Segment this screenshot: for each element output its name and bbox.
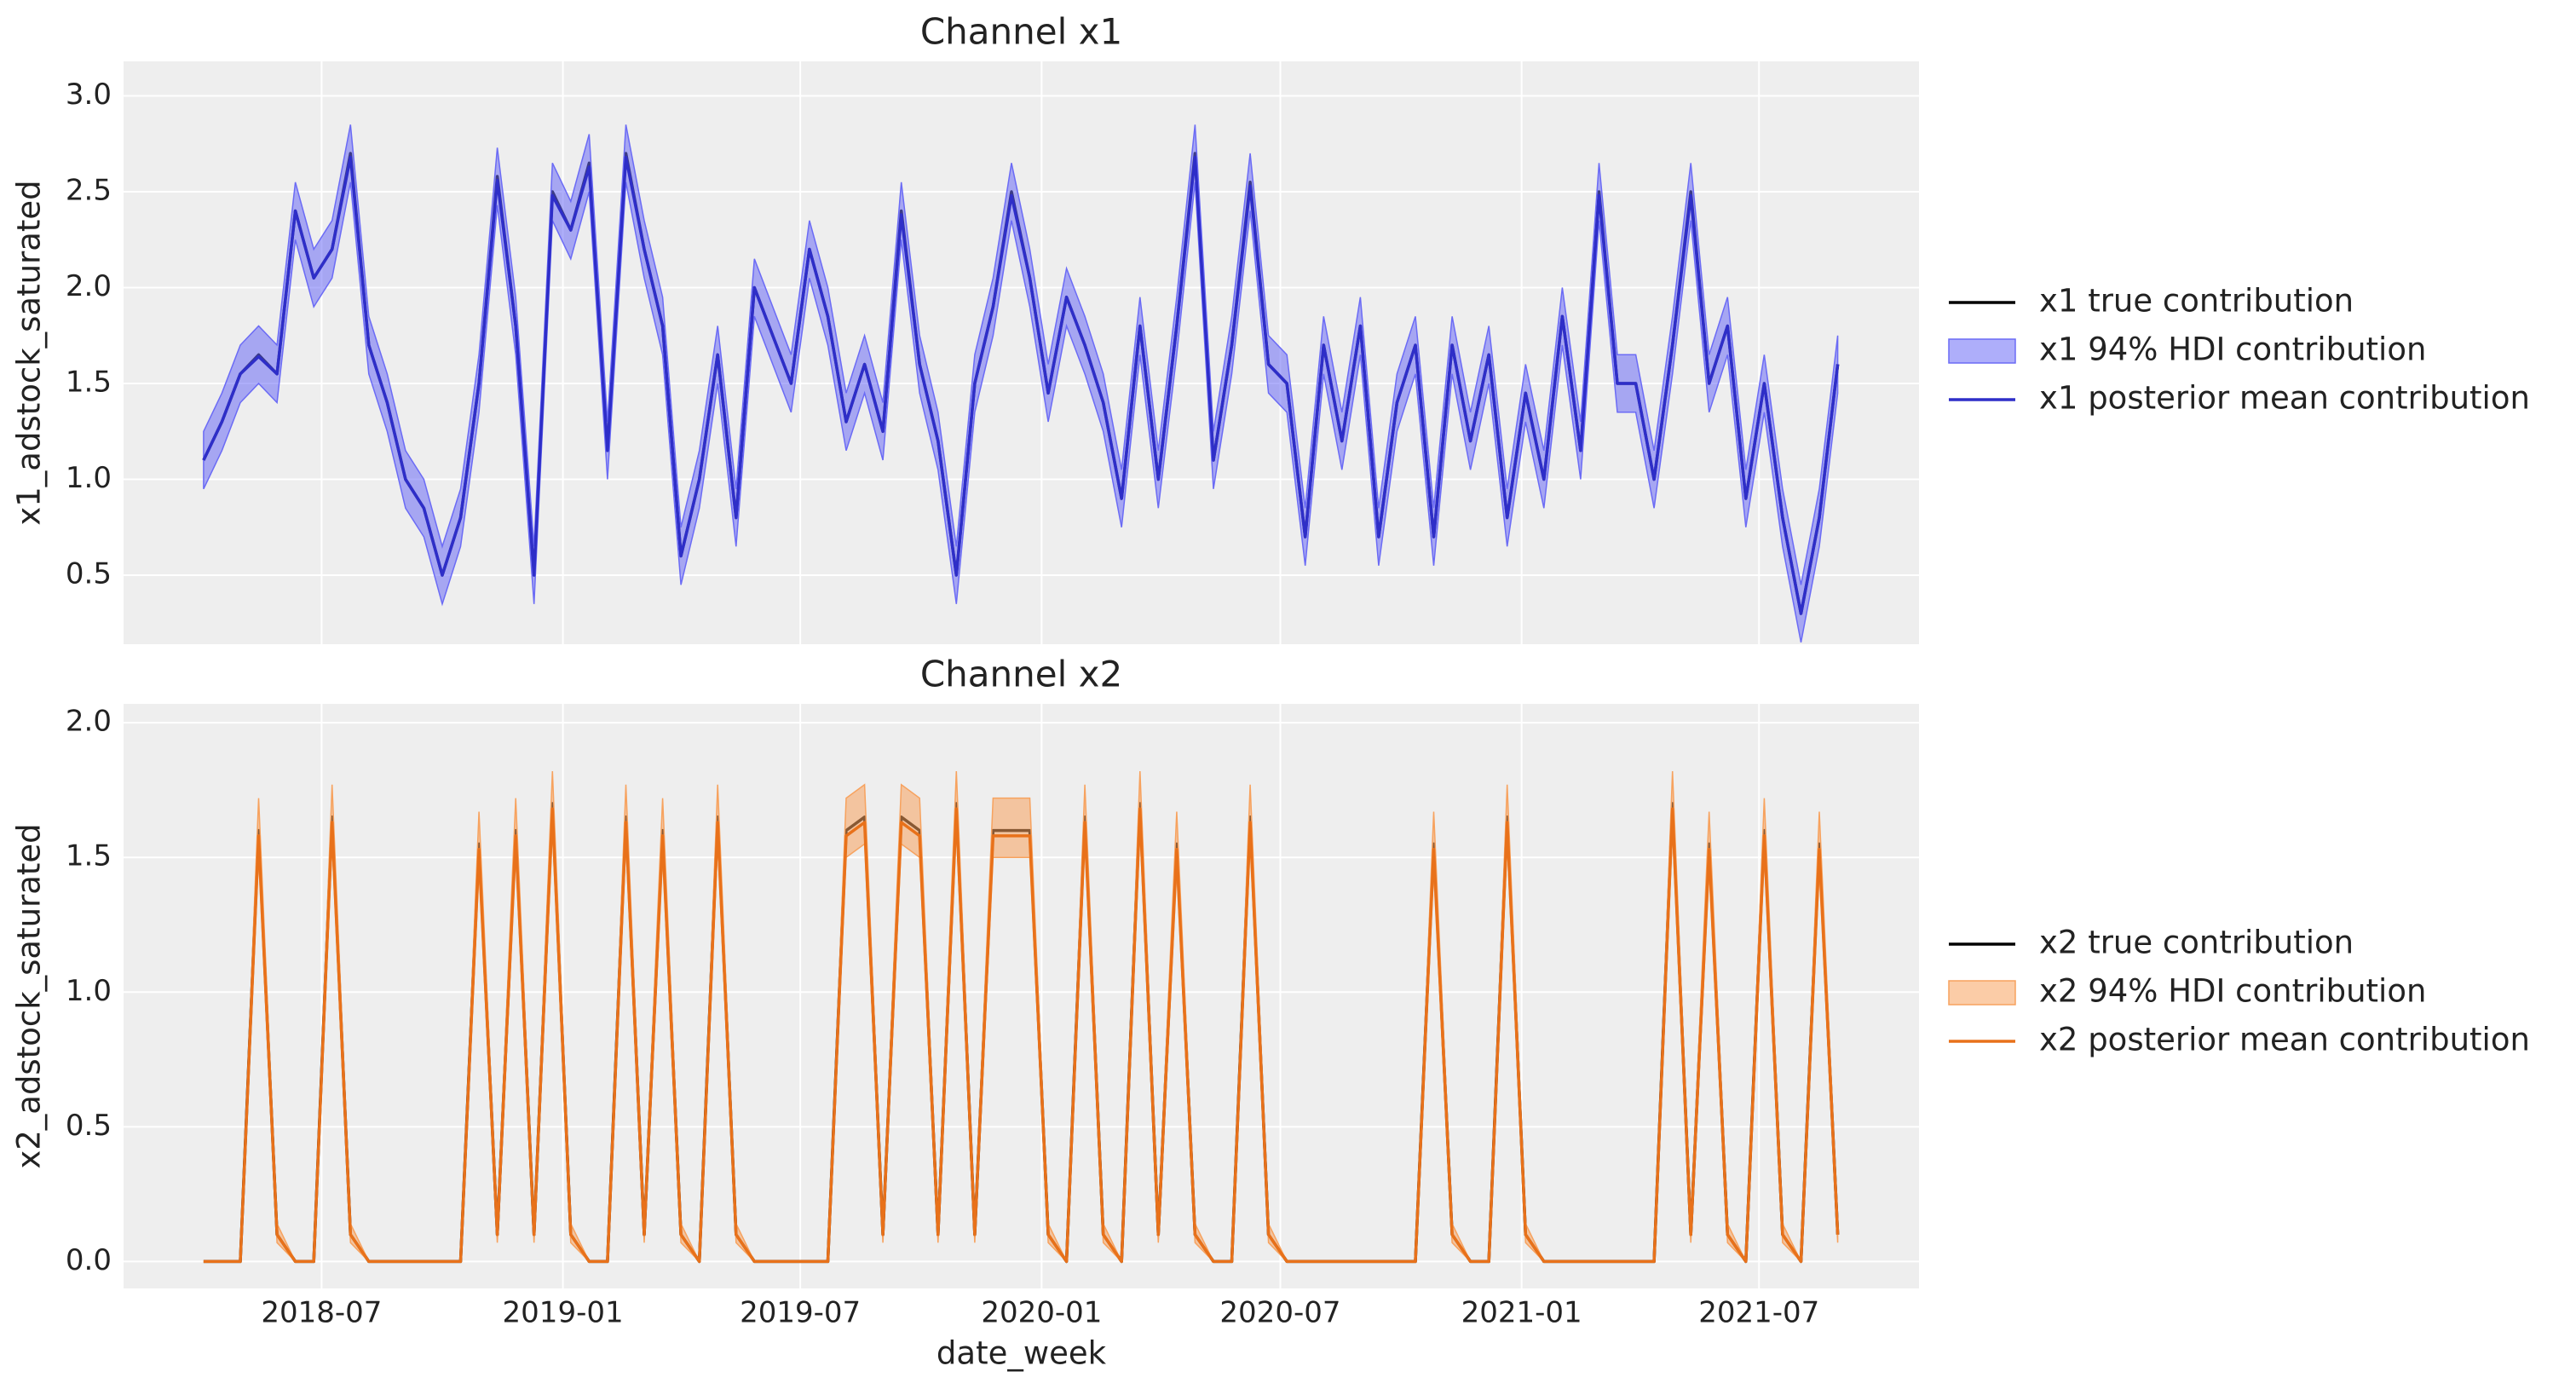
legend-label: x2 94% HDI contribution — [2039, 973, 2426, 1010]
y-tick-label: 0.5 — [66, 557, 112, 591]
y-tick-label: 3.0 — [66, 78, 112, 112]
y-tick-label: 1.0 — [66, 974, 112, 1008]
legend-label: x1 94% HDI contribution — [2039, 331, 2426, 368]
legend-label: x2 true contribution — [2039, 925, 2354, 961]
x-tick-label: 2021-07 — [1698, 1296, 1819, 1330]
y-tick-label: 0.0 — [66, 1243, 112, 1277]
legend-label: x1 true contribution — [2039, 283, 2354, 320]
series-line — [202, 155, 1840, 615]
y-axis-label: x2_adstock_saturated — [11, 823, 48, 1168]
chart-title: Channel x1 — [920, 11, 1122, 53]
x-tick-label: 2018-07 — [261, 1296, 382, 1330]
legend-swatch — [1948, 338, 2016, 364]
y-tick-label: 1.5 — [66, 839, 112, 873]
y-tick-label: 2.0 — [66, 269, 112, 303]
legend-label: x2 posterior mean contribution — [2039, 1022, 2530, 1058]
plot-area — [124, 61, 1919, 644]
y-axis-label: x1_adstock_saturated — [11, 180, 48, 525]
x-tick-label: 2020-07 — [1219, 1296, 1340, 1330]
y-tick-label: 1.0 — [66, 461, 112, 495]
legend-label: x1 posterior mean contribution — [2039, 380, 2530, 417]
x-axis-label: date_week — [936, 1335, 1107, 1372]
legend-swatch — [1948, 980, 2016, 1006]
x-tick-label: 2019-07 — [740, 1296, 861, 1330]
y-tick-label: 2.0 — [66, 705, 112, 739]
series-line — [203, 807, 1840, 1264]
plot-area — [124, 704, 1919, 1288]
hdi-band — [203, 124, 1839, 643]
chart-title: Channel x2 — [920, 654, 1122, 695]
x-tick-label: 2021-01 — [1461, 1296, 1582, 1330]
x-tick-label: 2020-01 — [981, 1296, 1102, 1330]
y-tick-label: 0.5 — [66, 1109, 112, 1143]
y-tick-label: 2.5 — [66, 174, 112, 208]
y-tick-label: 1.5 — [66, 366, 112, 400]
x-tick-label: 2019-01 — [503, 1296, 624, 1330]
